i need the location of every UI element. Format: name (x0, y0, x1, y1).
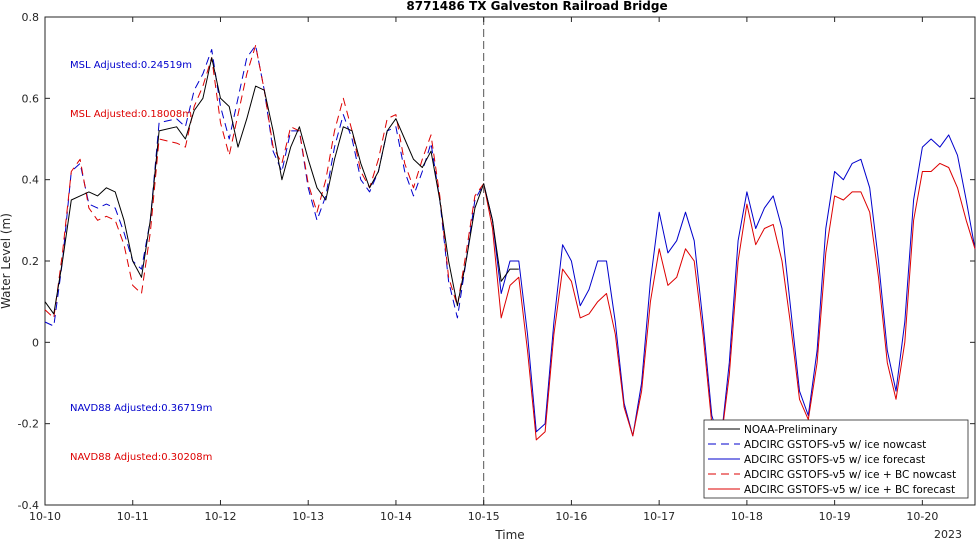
x-tick-label: 10-16 (555, 510, 587, 523)
y-tick-label: 0 (32, 336, 39, 349)
x-tick-label: 10-10 (29, 510, 61, 523)
y-tick-label: 0.2 (22, 255, 40, 268)
legend-label-ice-nowcast: ADCIRC GSTOFS-v5 w/ ice nowcast (744, 439, 926, 451)
x-year-label: 2023 (934, 528, 962, 541)
x-tick-label: 10-20 (906, 510, 938, 523)
y-tick-label: 0.4 (22, 174, 40, 187)
series-ice-nowcast (44, 45, 485, 327)
x-tick-label: 10-17 (643, 510, 675, 523)
legend-label-ice-forecast: ADCIRC GSTOFS-v5 w/ ice forecast (744, 454, 925, 466)
series-ice-bc-nowcast (44, 45, 485, 319)
series-ice-forecast (483, 134, 976, 445)
x-tick-label: 10-13 (292, 510, 324, 523)
series-ice-bc-forecast (483, 162, 976, 445)
x-tick-label: 10-18 (731, 510, 763, 523)
annotation-msl-bc: MSL Adjusted:0.18008m (70, 109, 192, 120)
legend-label-noaa: NOAA-Preliminary (744, 424, 837, 436)
x-axis: 10-10 10-11 10-12 10-13 10-14 10-15 10-16 10-17… (29, 17, 938, 523)
annotation-msl-nowcast: MSL Adjusted:0.24519m (70, 60, 192, 71)
x-tick-label: 10-15 (468, 510, 500, 523)
y-axis-label: Water Level (m) (0, 213, 13, 309)
legend-label-bc-forecast: ADCIRC GSTOFS-v5 w/ ice + BC forecast (744, 484, 955, 496)
legend: NOAA-Preliminary ADCIRC GSTOFS-v5 w/ ice… (703, 419, 969, 499)
x-tick-label: 10-19 (819, 510, 851, 523)
chart-title: 8771486 TX Galveston Railroad Bridge (406, 0, 667, 13)
annotation-navd88-nowcast: NAVD88 Adjusted:0.36719m (70, 403, 212, 414)
x-tick-label: 10-12 (204, 510, 236, 523)
plot-lines (44, 45, 976, 445)
y-tick-label: -0.4 (18, 499, 39, 512)
y-tick-label: 0.6 (22, 92, 40, 105)
y-tick-label: 0.8 (22, 11, 40, 24)
y-tick-label: -0.2 (18, 418, 39, 431)
annotation-navd88-bc: NAVD88 Adjusted:0.30208m (70, 452, 212, 463)
legend-box (703, 419, 969, 499)
x-axis-label: Time (494, 528, 524, 541)
x-tick-label: 10-14 (380, 510, 412, 523)
series-noaa-preliminary (44, 57, 519, 315)
y-axis: -0.4 -0.2 0 0.2 0.4 0.6 0.8 (18, 11, 975, 512)
legend-label-bc-nowcast: ADCIRC GSTOFS-v5 w/ ice + BC nowcast (744, 469, 956, 481)
x-tick-label: 10-11 (117, 510, 149, 523)
